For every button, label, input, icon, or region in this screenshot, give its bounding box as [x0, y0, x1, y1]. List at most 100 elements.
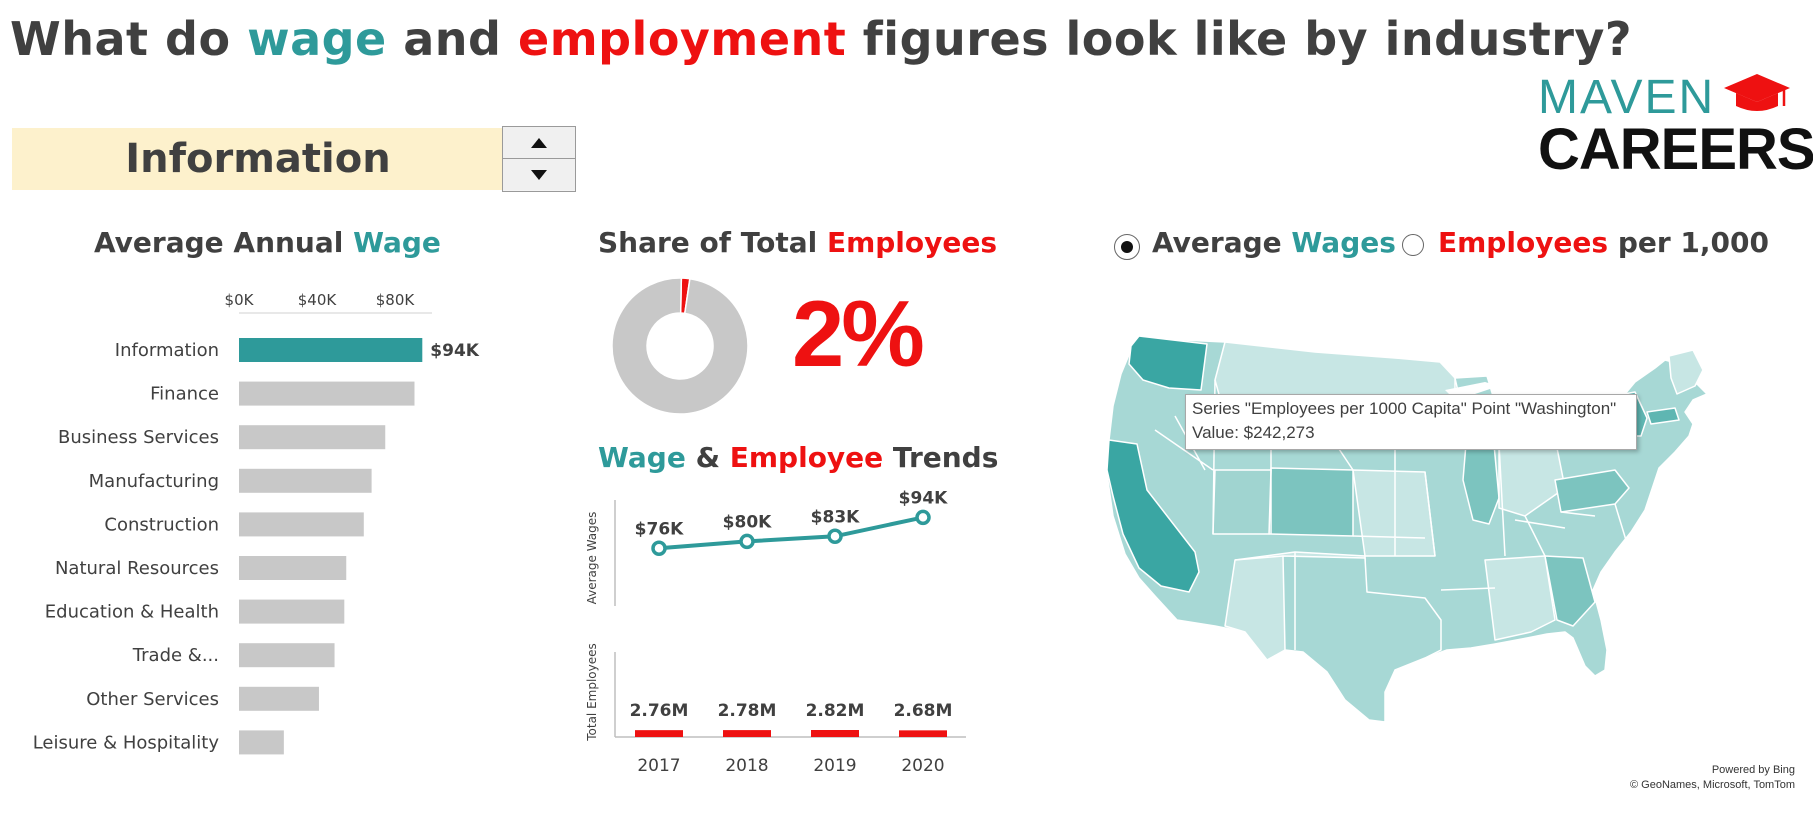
map-attribution: Powered by Bing © GeoNames, Microsoft, T…: [1520, 763, 1795, 793]
bar: [239, 556, 347, 580]
share-title-part-1: Share of Total: [598, 226, 827, 259]
wage-point: [827, 528, 843, 545]
title-part-employment: employment: [518, 12, 847, 66]
category-label: Manufacturing: [89, 471, 219, 492]
map-southeast-light: [1484, 555, 1556, 641]
map-massachusetts: [1646, 407, 1680, 425]
industry-spinner[interactable]: [502, 126, 576, 192]
radio-selected-dot: [1121, 241, 1133, 253]
wage-chart-title: Average Annual Wage: [94, 226, 441, 259]
map-washington: [1128, 335, 1208, 391]
radio-employees-per-1000-label[interactable]: Employees per 1,000: [1438, 226, 1769, 259]
employee-bar: [635, 730, 683, 737]
title-part-5: figures look like by industry?: [846, 12, 1633, 66]
bar-data-label: $94K: [430, 341, 479, 361]
wage-title-part-1: Average Annual: [94, 226, 354, 259]
x-tick-label: $0K: [225, 291, 255, 309]
category-label: Business Services: [58, 427, 219, 448]
graduation-cap-icon: [1724, 74, 1790, 111]
share-donut-chart: [611, 277, 749, 415]
page-title: What do wage and employment figures look…: [10, 12, 1632, 66]
category-label: Finance: [150, 384, 219, 405]
wage-data-label: $76K: [635, 519, 684, 539]
triangle-down-icon: [531, 170, 547, 180]
category-label: Natural Resources: [55, 558, 219, 579]
map-maine: [1668, 349, 1704, 395]
year-tick-label: 2018: [725, 756, 768, 776]
triangle-up-icon: [531, 138, 547, 148]
wage-trend-line: [658, 515, 924, 551]
bar: [239, 599, 345, 624]
maven-careers-logo: MAVEN CAREERS: [1538, 70, 1813, 182]
radio-employees-per-1000[interactable]: [1402, 234, 1424, 256]
radio-emp-part-2: per 1,000: [1608, 226, 1769, 259]
radio-wages-part-1: Average: [1152, 226, 1292, 259]
industry-selector: [12, 128, 504, 190]
selected-industry-label: Information: [125, 136, 391, 182]
employee-bar: [899, 730, 947, 737]
map-tooltip: Series "Employees per 1000 Capita" Point…: [1185, 394, 1637, 450]
attribution-powered-by: Powered by Bing: [1711, 764, 1795, 776]
map-utah: [1212, 469, 1272, 535]
wage-data-label: $94K: [899, 488, 948, 508]
bar: [239, 730, 284, 755]
x-tick-label: $80K: [376, 291, 416, 309]
trend-chart: Average Wages $76K $80K $83K $94K Total Emplo…: [585, 488, 966, 776]
bar: [239, 643, 335, 668]
map-texas: [1282, 555, 1442, 723]
radio-emp-part-1: Employees: [1438, 226, 1609, 259]
lake-superior: [1445, 382, 1499, 396]
title-part-3: and: [386, 12, 518, 66]
radio-average-wages-label[interactable]: Average Wages: [1152, 226, 1396, 259]
employee-data-label: 2.78M: [718, 701, 777, 721]
employee-bar: [723, 730, 771, 737]
year-tick-label: 2020: [901, 756, 944, 776]
bar: [239, 338, 423, 362]
employee-bar: [811, 730, 859, 737]
wage-point: [739, 533, 755, 550]
bar: [239, 381, 415, 406]
logo-line-2: CAREERS: [1538, 117, 1813, 182]
category-label: Leisure & Hospitality: [33, 732, 220, 753]
wage-point: [651, 540, 667, 557]
x-tick-label: $40K: [298, 291, 338, 309]
category-label: Trade &...: [132, 645, 219, 666]
tooltip-value-line: Value: $242,273: [1192, 423, 1315, 442]
wage-data-label: $83K: [811, 507, 860, 527]
radio-wages-part-2: Wages: [1291, 226, 1396, 259]
employee-data-label: 2.76M: [630, 701, 689, 721]
wage-axis-label: Average Wages: [585, 512, 599, 605]
wage-title-part-2: Wage: [353, 226, 441, 259]
attribution-copyright: © GeoNames, Microsoft, TomTom: [1630, 779, 1795, 791]
category-label: Other Services: [86, 689, 219, 710]
employee-axis-label: Total Employees: [585, 643, 599, 742]
wage-bar-chart: $0K $40K $80K Information $94K Finance Busines…: [33, 291, 480, 755]
bar: [239, 686, 319, 711]
us-choropleth-map[interactable]: [1095, 320, 1805, 775]
trends-title-part-3: Employee: [729, 441, 884, 474]
category-label: Construction: [104, 514, 219, 535]
trends-chart-title: Wage & Employee Trends: [598, 441, 998, 474]
tooltip-series-line: Series "Employees per 1000 Capita" Point…: [1192, 399, 1617, 418]
bar: [239, 468, 372, 493]
bar: [239, 425, 386, 450]
trends-title-part-4: Trends: [883, 441, 999, 474]
trends-title-part-2: &: [685, 441, 730, 474]
wage-data-label: $80K: [723, 512, 772, 532]
title-part-wage: wage: [247, 12, 387, 66]
trends-title-part-1: Wage: [598, 441, 686, 474]
spin-up-button[interactable]: [503, 127, 575, 159]
spin-down-button[interactable]: [503, 159, 575, 190]
employee-data-label: 2.68M: [894, 701, 953, 721]
radio-average-wages[interactable]: [1114, 234, 1140, 260]
employee-data-label: 2.82M: [806, 701, 865, 721]
share-chart-title: Share of Total Employees: [598, 226, 997, 259]
wage-point: [915, 509, 931, 526]
map-colorado: [1268, 467, 1354, 537]
map-midwest-light: [1352, 469, 1436, 557]
category-label: Education & Health: [45, 602, 219, 623]
map-california: [1106, 439, 1200, 593]
map-virginia: [1554, 469, 1630, 513]
share-percentage: 2%: [792, 281, 925, 386]
share-title-part-2: Employees: [826, 226, 998, 259]
